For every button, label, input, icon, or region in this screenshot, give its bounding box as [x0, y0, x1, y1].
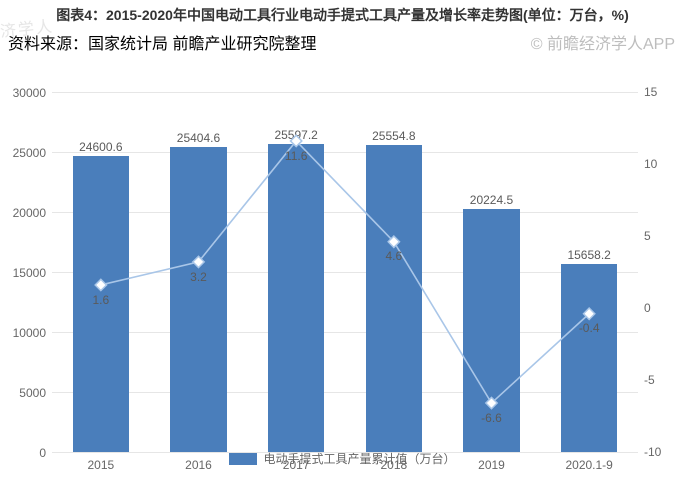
line-series [52, 92, 638, 452]
y-left-tick: 5000 [19, 386, 52, 400]
line-value-label: 4.6 [385, 249, 402, 263]
y-right-tick: 0 [638, 301, 651, 315]
y-left-tick: 15000 [13, 266, 52, 280]
y-right-tick: 5 [638, 229, 651, 243]
y-left-tick: 20000 [13, 206, 52, 220]
line-value-label: 11.6 [285, 149, 307, 163]
line-value-label: 1.6 [92, 293, 109, 307]
y-left-tick: 10000 [13, 326, 52, 340]
line-value-label: -6.6 [481, 411, 502, 425]
legend-swatch-bar [229, 453, 257, 465]
legend: 电动手提式工具产量累计值（万台） [0, 450, 685, 467]
source-text: 资料来源：国家统计局 前瞻产业研究院整理 [8, 30, 316, 54]
plot-area: 050001000015000200002500030000-10-505101… [52, 92, 638, 452]
legend-label: 电动手提式工具产量累计值（万台） [263, 450, 455, 467]
line-marker [95, 279, 106, 290]
y-right-tick: 10 [638, 157, 657, 171]
watermark-right: © 前瞻经济学人APP [531, 30, 675, 54]
chart-title: 图表4：2015-2020年中国电动工具行业电动手提式工具产量及增长率走势图(单… [0, 0, 685, 30]
y-left-tick: 30000 [13, 86, 52, 100]
line-value-label: -0.4 [579, 321, 600, 335]
line-value-label: 3.2 [190, 270, 207, 284]
y-left-tick: 25000 [13, 146, 52, 160]
y-right-tick: 15 [638, 85, 657, 99]
y-right-tick: -5 [638, 373, 655, 387]
legend-item: 电动手提式工具产量累计值（万台） [229, 450, 455, 467]
